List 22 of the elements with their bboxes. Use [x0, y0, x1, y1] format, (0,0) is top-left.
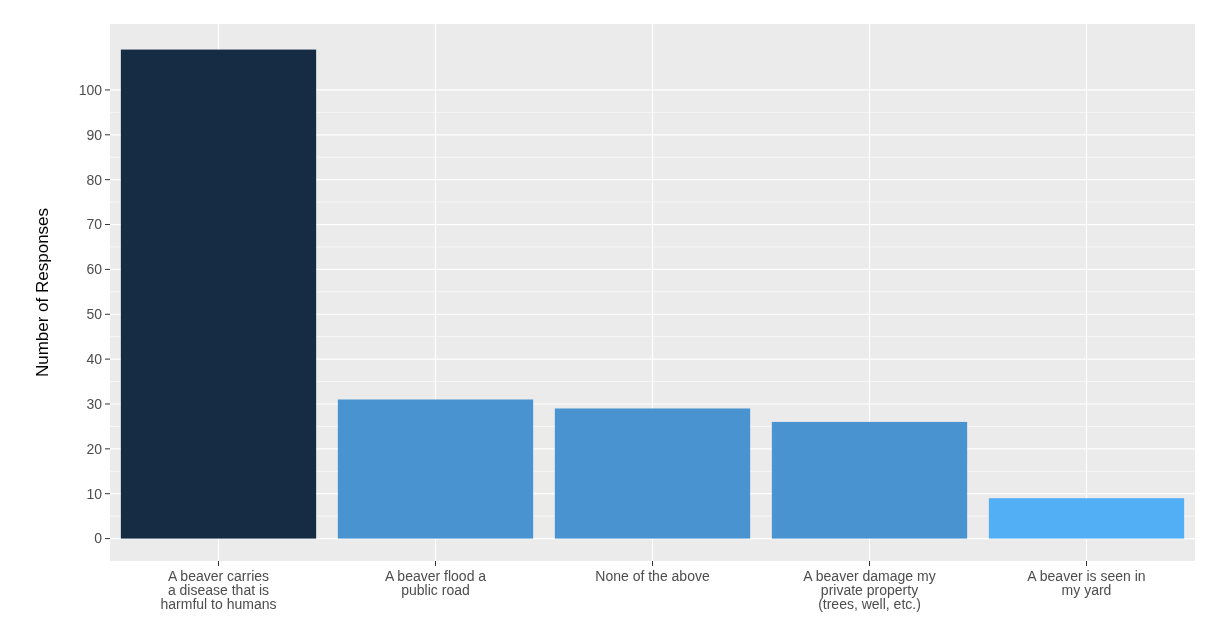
y-tick-label: 90: [86, 126, 103, 143]
bar: [554, 408, 751, 539]
y-tick-label: 40: [86, 351, 103, 368]
bar: [771, 421, 968, 539]
x-tick-label: A beaver carries a disease that is harmful to humans: [160, 568, 277, 612]
y-tick-label: 10: [86, 485, 103, 502]
y-tick-label: 50: [86, 306, 103, 323]
x-tick-label: A beaver damage my private property (trees, well, etc.): [803, 568, 936, 612]
bar: [988, 498, 1185, 539]
y-axis-title: Number of Responses: [33, 207, 52, 378]
x-tick-label: A beaver is seen in my yard: [1027, 568, 1146, 598]
y-tick-label: 0: [94, 530, 103, 547]
x-tick-label: A beaver flood a public road: [384, 568, 487, 598]
y-tick-label: 100: [78, 81, 103, 98]
bar: [337, 399, 534, 539]
y-tick-label: 30: [86, 395, 103, 412]
bar: [120, 49, 317, 539]
x-tick-label: None of the above: [595, 568, 710, 584]
y-tick-label: 20: [86, 440, 103, 457]
y-tick-label: 80: [86, 171, 103, 188]
y-tick-label: 70: [86, 216, 103, 233]
y-tick-label: 60: [86, 261, 103, 278]
